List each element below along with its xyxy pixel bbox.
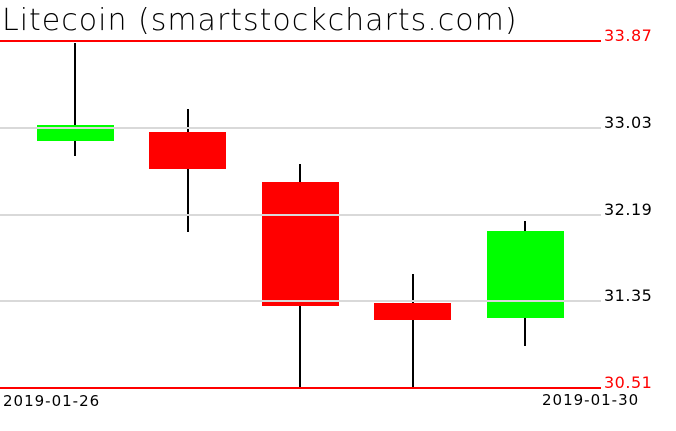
gridline [0,300,601,302]
candle-wick [186,109,189,233]
y-tick-label: 33.03 [604,113,653,132]
gridline [0,127,601,129]
gridline [0,387,601,389]
candle-body [374,303,451,320]
x-axis-label-start: 2019-01-26 [3,392,101,410]
candle-body [149,131,226,170]
y-tick-label: 30.51 [604,373,653,392]
y-tick-label: 32.19 [604,200,653,219]
x-axis-label-end: 2019-01-30 [542,391,640,409]
gridline [0,214,601,216]
candle-body [261,182,339,307]
candle-wick [74,43,76,156]
gridline [0,40,601,42]
y-tick-label: 33.87 [604,26,653,45]
candle-body [486,231,564,318]
candle-wick [411,274,414,387]
y-tick-label: 31.35 [604,286,653,305]
chart-title: Litecoin (smartstockcharts.com) [2,3,518,38]
